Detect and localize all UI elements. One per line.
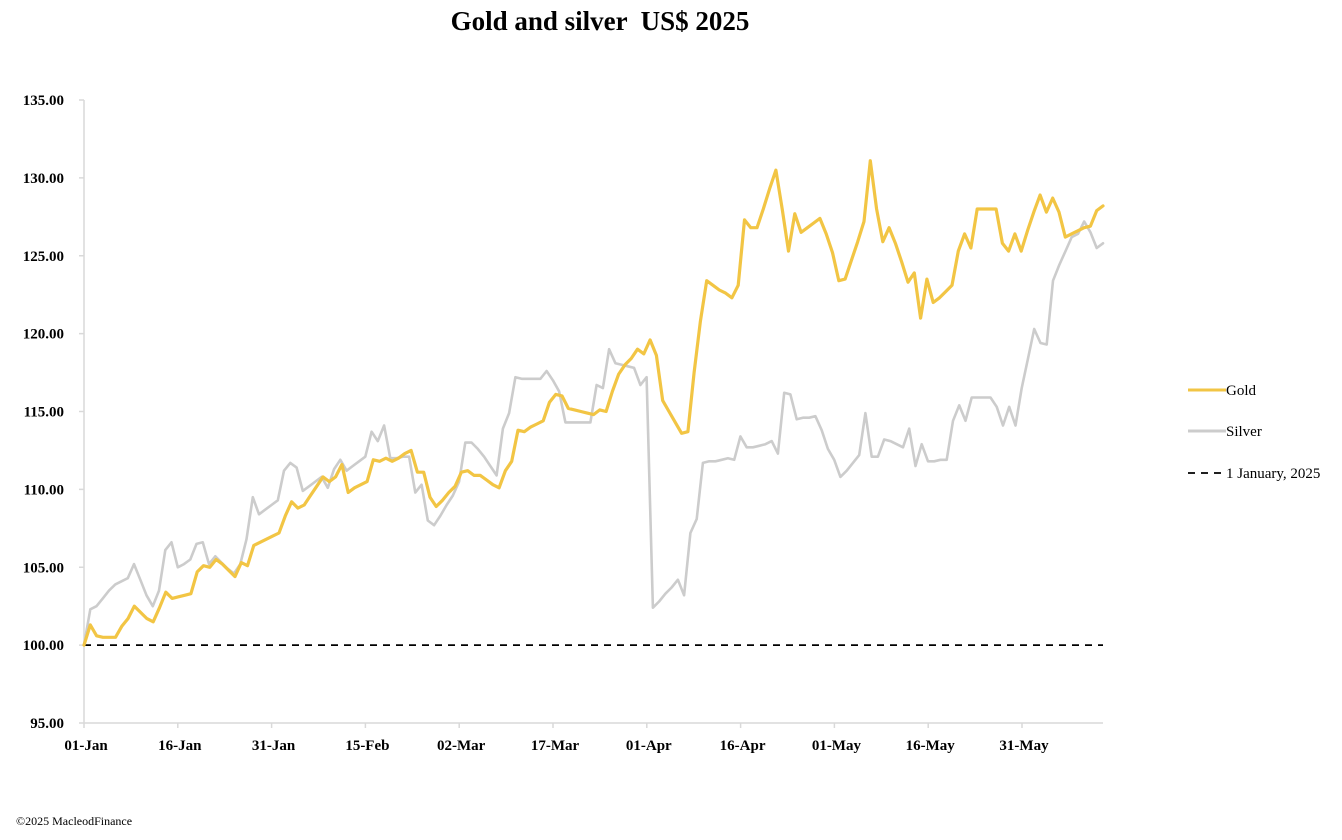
- x-tick-label: 16-Jan: [158, 738, 202, 754]
- y-tick-label: 120.00: [23, 327, 64, 343]
- y-tick-label: 95.00: [30, 716, 64, 732]
- y-tick-label: 100.00: [23, 638, 64, 654]
- x-tick-label: 31-May: [999, 738, 1049, 754]
- y-tick-label: 135.00: [23, 93, 64, 109]
- legend-label: Silver: [1226, 424, 1262, 440]
- x-tick-label: 15-Feb: [345, 738, 389, 754]
- y-tick-label: 130.00: [23, 171, 64, 187]
- x-tick-label: 16-Apr: [720, 738, 766, 754]
- legend: Gold Silver 1 January, 2025: [1188, 383, 1320, 482]
- series-line-gold: [82, 159, 1105, 647]
- series-line-silver: [82, 220, 1105, 647]
- legend-label: 1 January, 2025: [1226, 466, 1320, 482]
- series-lines: [82, 159, 1105, 647]
- copyright-notice: ©2025 MacleodFinance: [16, 814, 133, 828]
- y-tick-label: 105.00: [23, 560, 64, 576]
- x-tick-label: 01-Apr: [626, 738, 672, 754]
- x-tick-label: 16-May: [906, 738, 956, 754]
- chart-title: Gold and silver US$ 2025: [450, 6, 750, 36]
- y-tick-label: 110.00: [24, 482, 64, 498]
- y-tick-label: 115.00: [24, 405, 64, 421]
- axes: 95.00 100.00 105.00 110.00 115.00 120.00 125.0…: [23, 93, 1103, 754]
- x-tick-label: 02-Mar: [437, 738, 486, 754]
- x-tick-label: 17-Mar: [531, 738, 580, 754]
- x-tick-label: 01-Jan: [64, 738, 108, 754]
- y-tick-label: 125.00: [23, 249, 64, 265]
- legend-label: Gold: [1226, 383, 1257, 399]
- x-tick-label: 31-Jan: [252, 738, 296, 754]
- x-tick-label: 01-May: [812, 738, 862, 754]
